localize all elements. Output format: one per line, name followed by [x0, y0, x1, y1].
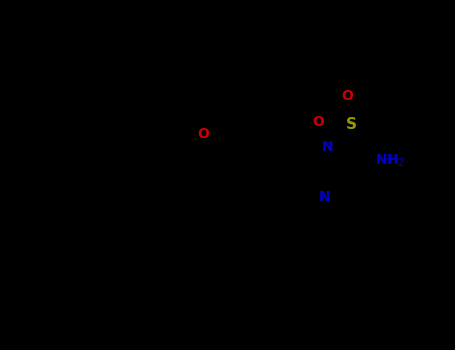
Text: NH$_2$: NH$_2$	[375, 152, 405, 169]
Text: O: O	[197, 127, 209, 141]
Text: O: O	[342, 89, 354, 103]
Text: O: O	[312, 115, 324, 129]
Text: S: S	[345, 117, 356, 132]
Text: N: N	[319, 190, 330, 204]
Text: N: N	[321, 140, 333, 154]
